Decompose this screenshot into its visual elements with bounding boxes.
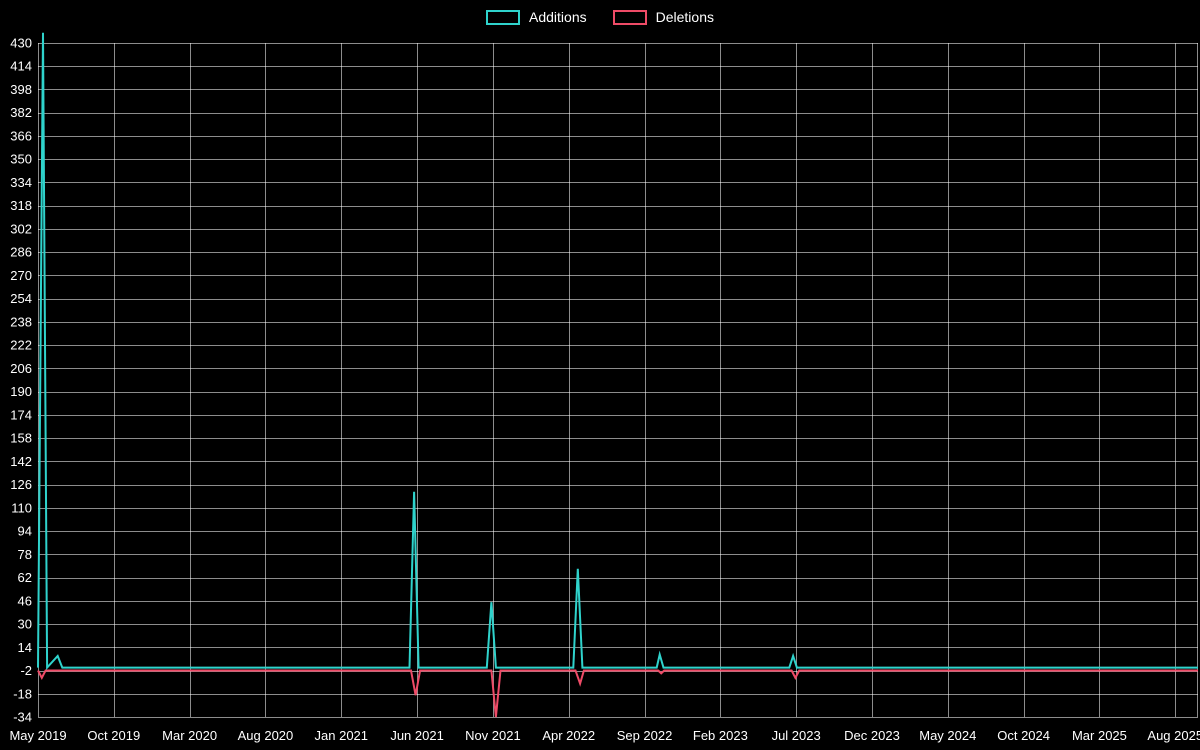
svg-text:110: 110 (11, 500, 32, 515)
svg-text:382: 382 (10, 105, 32, 120)
svg-text:Jun 2021: Jun 2021 (390, 728, 444, 743)
svg-text:Mar 2020: Mar 2020 (162, 728, 217, 743)
svg-text:Jul 2023: Jul 2023 (772, 728, 821, 743)
svg-text:302: 302 (10, 221, 32, 236)
svg-text:Nov 2021: Nov 2021 (465, 728, 521, 743)
legend-item-additions[interactable]: Additions (486, 8, 587, 26)
svg-text:334: 334 (10, 175, 32, 190)
svg-text:Feb 2023: Feb 2023 (693, 728, 748, 743)
svg-text:Dec 2023: Dec 2023 (844, 728, 900, 743)
svg-text:206: 206 (10, 361, 32, 376)
svg-text:14: 14 (18, 640, 32, 655)
legend-item-deletions[interactable]: Deletions (612, 8, 714, 26)
svg-text:Aug 2020: Aug 2020 (238, 728, 294, 743)
svg-text:Apr 2022: Apr 2022 (542, 728, 595, 743)
svg-text:398: 398 (10, 82, 32, 97)
legend-label-additions: Additions (529, 9, 587, 25)
svg-text:366: 366 (10, 128, 32, 143)
additions-swatch-icon (486, 9, 521, 25)
additions-line (37, 32, 1198, 671)
svg-text:May 2019: May 2019 (9, 728, 66, 743)
svg-text:-18: -18 (13, 686, 32, 701)
svg-text:Aug 2025: Aug 2025 (1147, 728, 1200, 743)
svg-text:318: 318 (10, 198, 32, 213)
chart-legend: Additions Deletions (0, 8, 1200, 26)
svg-text:126: 126 (10, 477, 32, 492)
svg-text:430: 430 (10, 36, 32, 51)
svg-text:Sep 2022: Sep 2022 (617, 728, 673, 743)
svg-text:May 2024: May 2024 (919, 728, 976, 743)
y-axis-labels: -34 -18 -2 14 30 46 62 78 94 110 126 142 158 174 190 20… (10, 36, 32, 725)
svg-text:222: 222 (10, 338, 32, 353)
gridlines (38, 43, 1198, 718)
svg-text:78: 78 (18, 547, 32, 562)
svg-text:Oct 2024: Oct 2024 (997, 728, 1050, 743)
legend-label-deletions: Deletions (655, 9, 714, 25)
svg-text:30: 30 (18, 617, 32, 632)
svg-text:414: 414 (10, 59, 32, 74)
svg-text:286: 286 (10, 245, 32, 260)
svg-text:350: 350 (10, 152, 32, 167)
svg-text:238: 238 (10, 314, 32, 329)
svg-text:-34: -34 (13, 710, 32, 725)
svg-text:Mar 2025: Mar 2025 (1072, 728, 1127, 743)
svg-text:270: 270 (10, 268, 32, 283)
svg-text:62: 62 (18, 570, 32, 585)
svg-text:174: 174 (10, 407, 32, 422)
svg-text:-2: -2 (20, 663, 32, 678)
svg-text:190: 190 (10, 384, 32, 399)
deletions-line (37, 669, 1198, 718)
svg-text:Oct 2019: Oct 2019 (87, 728, 140, 743)
deletions-swatch-icon (612, 9, 647, 25)
svg-text:254: 254 (10, 291, 32, 306)
svg-text:158: 158 (10, 431, 32, 446)
x-axis-labels: May 2019 Oct 2019 Mar 2020 Aug 2020 Jan 2021… (9, 728, 1200, 743)
svg-text:46: 46 (18, 593, 32, 608)
svg-text:142: 142 (10, 454, 32, 469)
svg-text:Jan 2021: Jan 2021 (315, 728, 369, 743)
svg-text:94: 94 (18, 524, 32, 539)
